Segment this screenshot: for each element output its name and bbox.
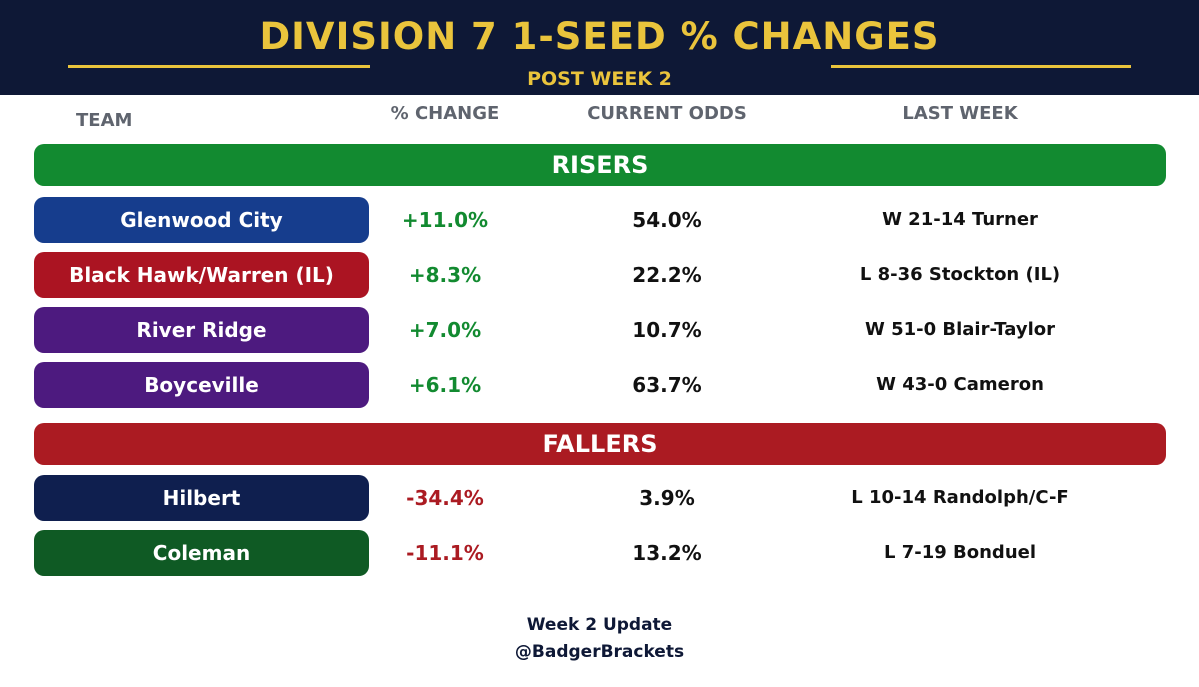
team-name: Coleman	[34, 530, 369, 576]
team-name: River Ridge	[34, 307, 369, 353]
team-name: Glenwood City	[34, 197, 369, 243]
section-header-risers: RISERS	[34, 144, 1166, 186]
table-row: Boyceville +6.1% 63.7% W 43-0 Cameron	[0, 362, 1199, 408]
team-name: Black Hawk/Warren (IL)	[34, 252, 369, 298]
percent-change: -11.1%	[406, 541, 484, 565]
last-week-result: L 10-14 Randolph/C-F	[851, 487, 1069, 508]
table-row: Black Hawk/Warren (IL) +8.3% 22.2% L 8-36 S…	[0, 252, 1199, 298]
current-odds: 3.9%	[639, 486, 695, 510]
current-odds: 13.2%	[632, 541, 702, 565]
table-row: Hilbert -34.4% 3.9% L 10-14 Randolph/C-F	[0, 475, 1199, 521]
last-week-result: W 51-0 Blair-Taylor	[864, 319, 1056, 340]
page-title: DIVISION 7 1-SEED % CHANGES	[259, 15, 940, 58]
percent-change: +7.0%	[408, 318, 482, 342]
current-odds: 63.7%	[632, 373, 702, 397]
footer-handle: @BadgerBrackets	[514, 642, 685, 662]
column-header-team: TEAM	[76, 110, 133, 131]
percent-change: +8.3%	[408, 263, 482, 287]
last-week-result: L 8-36 Stockton (IL)	[859, 264, 1061, 285]
team-name: Hilbert	[34, 475, 369, 521]
table-row: Coleman -11.1% 13.2% L 7-19 Bonduel	[0, 530, 1199, 576]
last-week-result: L 7-19 Bonduel	[883, 542, 1037, 563]
column-header-odds: CURRENT ODDS	[587, 103, 747, 124]
column-header-last-week: LAST WEEK	[902, 103, 1018, 124]
team-name: Boyceville	[34, 362, 369, 408]
page-subtitle: POST WEEK 2	[527, 68, 672, 90]
percent-change: +6.1%	[408, 373, 482, 397]
current-odds: 54.0%	[632, 208, 702, 232]
section-header-fallers: FALLERS	[34, 423, 1166, 465]
header-rule-right	[831, 65, 1131, 68]
percent-change: +11.0%	[401, 208, 489, 232]
column-header-change: % CHANGE	[390, 103, 500, 124]
footer-update-label: Week 2 Update	[526, 615, 673, 635]
table-row: River Ridge +7.0% 10.7% W 51-0 Blair-Taylor	[0, 307, 1199, 353]
last-week-result: W 21-14 Turner	[882, 209, 1038, 230]
last-week-result: W 43-0 Cameron	[876, 374, 1044, 395]
table-row: Glenwood City +11.0% 54.0% W 21-14 Turner	[0, 197, 1199, 243]
current-odds: 10.7%	[632, 318, 702, 342]
header-banner: DIVISION 7 1-SEED % CHANGES POST WEEK 2	[0, 0, 1199, 95]
header-rule-left	[68, 65, 370, 68]
current-odds: 22.2%	[632, 263, 702, 287]
percent-change: -34.4%	[406, 486, 484, 510]
